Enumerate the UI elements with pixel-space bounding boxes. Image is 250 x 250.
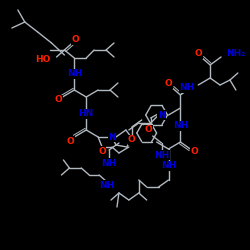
Text: O: O (145, 126, 152, 134)
Text: NH: NH (179, 84, 194, 92)
Text: NH: NH (161, 162, 176, 170)
Text: O: O (165, 80, 172, 88)
Text: NH₂: NH₂ (226, 48, 245, 58)
Text: HO: HO (35, 56, 51, 64)
Text: O: O (66, 136, 74, 145)
Text: NH: NH (102, 158, 117, 168)
Text: NH: NH (67, 70, 82, 78)
Text: O: O (54, 96, 62, 104)
Text: O: O (194, 50, 202, 58)
Text: O: O (190, 148, 198, 156)
Text: N: N (108, 132, 116, 141)
Text: NH: NH (173, 122, 188, 130)
Text: N: N (158, 110, 166, 120)
Text: NH: NH (100, 180, 115, 190)
Text: NH: NH (154, 150, 169, 160)
Text: O: O (128, 136, 136, 144)
Text: HN: HN (78, 110, 94, 118)
Text: O: O (98, 146, 106, 156)
Text: O: O (72, 36, 79, 44)
